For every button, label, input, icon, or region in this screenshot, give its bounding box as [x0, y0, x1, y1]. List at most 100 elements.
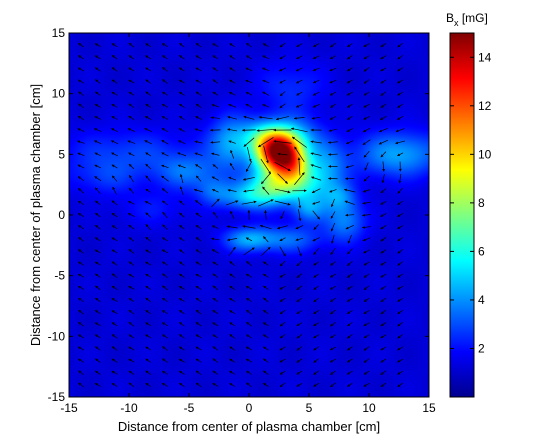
field-arrow [246, 321, 252, 327]
field-arrow [347, 273, 353, 278]
field-arrow [346, 91, 353, 96]
field-arrow [212, 297, 219, 303]
field-arrow [344, 200, 355, 205]
field-arrow [312, 201, 321, 205]
field-arrow [262, 79, 270, 84]
field-arrow [330, 309, 336, 315]
field-arrow [78, 200, 84, 205]
field-arrow [128, 261, 135, 266]
field-arrow [195, 42, 202, 48]
field-arrow [226, 200, 239, 206]
vector-field [77, 42, 406, 388]
field-arrow [330, 248, 336, 255]
tick-label: 15 [52, 26, 66, 40]
field-arrow [229, 261, 236, 267]
field-arrow [259, 224, 272, 230]
field-arrow [111, 212, 118, 218]
field-arrow [94, 116, 102, 120]
field-arrow [127, 128, 135, 132]
field-arrow [195, 261, 202, 266]
field-arrow [162, 334, 168, 339]
field-arrow [178, 91, 185, 96]
field-arrow [229, 273, 235, 278]
field-arrow [260, 158, 272, 175]
field-arrow [397, 285, 404, 290]
field-arrow [212, 211, 218, 219]
field-arrow [211, 104, 220, 108]
field-arrow [380, 213, 387, 217]
field-arrow [397, 91, 404, 96]
field-arrow [110, 140, 119, 145]
field-arrow [295, 104, 303, 108]
field-arrow [313, 273, 320, 278]
field-arrow [111, 91, 118, 96]
field-arrow [346, 128, 353, 132]
field-arrow [77, 273, 84, 278]
field-arrow [111, 382, 118, 387]
field-arrow [363, 116, 370, 120]
field-arrow [111, 225, 118, 230]
field-arrow [262, 322, 269, 327]
field-arrow [279, 42, 286, 48]
field-arrow [380, 273, 387, 278]
field-arrow [296, 310, 303, 314]
field-arrow [229, 370, 236, 375]
field-arrow [312, 237, 320, 242]
x-axis-label: Distance from center of plasma chamber [… [118, 419, 380, 434]
field-arrow [95, 358, 101, 363]
field-arrow [94, 128, 102, 132]
field-arrow [229, 322, 235, 327]
field-arrow [111, 175, 118, 182]
field-arrow [275, 116, 290, 121]
field-arrow [279, 91, 286, 97]
field-arrow [144, 128, 153, 133]
field-arrow [94, 249, 101, 254]
field-arrow [229, 210, 235, 220]
tick-label: 10 [362, 401, 376, 415]
field-arrow [262, 104, 270, 108]
field-arrow [397, 42, 403, 48]
field-arrow [78, 42, 84, 48]
field-arrow [179, 200, 185, 206]
field-arrow [94, 370, 101, 375]
field-arrow [397, 321, 403, 327]
colorbar-title-main: B [446, 11, 454, 25]
field-arrow [363, 273, 370, 278]
field-arrow [212, 358, 219, 363]
field-arrow [128, 115, 135, 121]
field-arrow [245, 346, 253, 351]
field-arrow [78, 237, 84, 242]
field-arrow [145, 67, 152, 72]
y-axis-ticks: 15 10 5 0 -5 -10 -15 [48, 26, 429, 404]
field-arrow [296, 273, 303, 278]
field-arrow [363, 43, 370, 47]
field-arrow [145, 382, 151, 387]
field-arrow [195, 116, 202, 120]
field-arrow [397, 334, 403, 339]
field-arrow [362, 225, 371, 229]
field-arrow [380, 322, 387, 327]
field-arrow [345, 213, 355, 217]
field-arrow [245, 79, 253, 84]
field-arrow [380, 225, 387, 230]
field-arrow [212, 273, 219, 278]
field-arrow [245, 103, 253, 108]
field-arrow [178, 140, 186, 145]
field-arrow [195, 79, 202, 84]
field-arrow [330, 321, 336, 327]
field-arrow [145, 370, 151, 375]
field-arrow [329, 67, 337, 72]
field-arrow [347, 43, 353, 48]
field-arrow [264, 210, 268, 220]
field-arrow [346, 152, 354, 157]
field-arrow [262, 67, 270, 72]
field-arrow [145, 91, 151, 96]
field-arrow [380, 309, 387, 315]
field-arrow [279, 79, 286, 84]
field-arrow [313, 310, 320, 315]
field-arrow [179, 186, 184, 196]
field-arrow [298, 209, 302, 222]
field-arrow [330, 103, 336, 108]
field-arrow [162, 91, 168, 96]
tick-label: -15 [60, 401, 78, 415]
